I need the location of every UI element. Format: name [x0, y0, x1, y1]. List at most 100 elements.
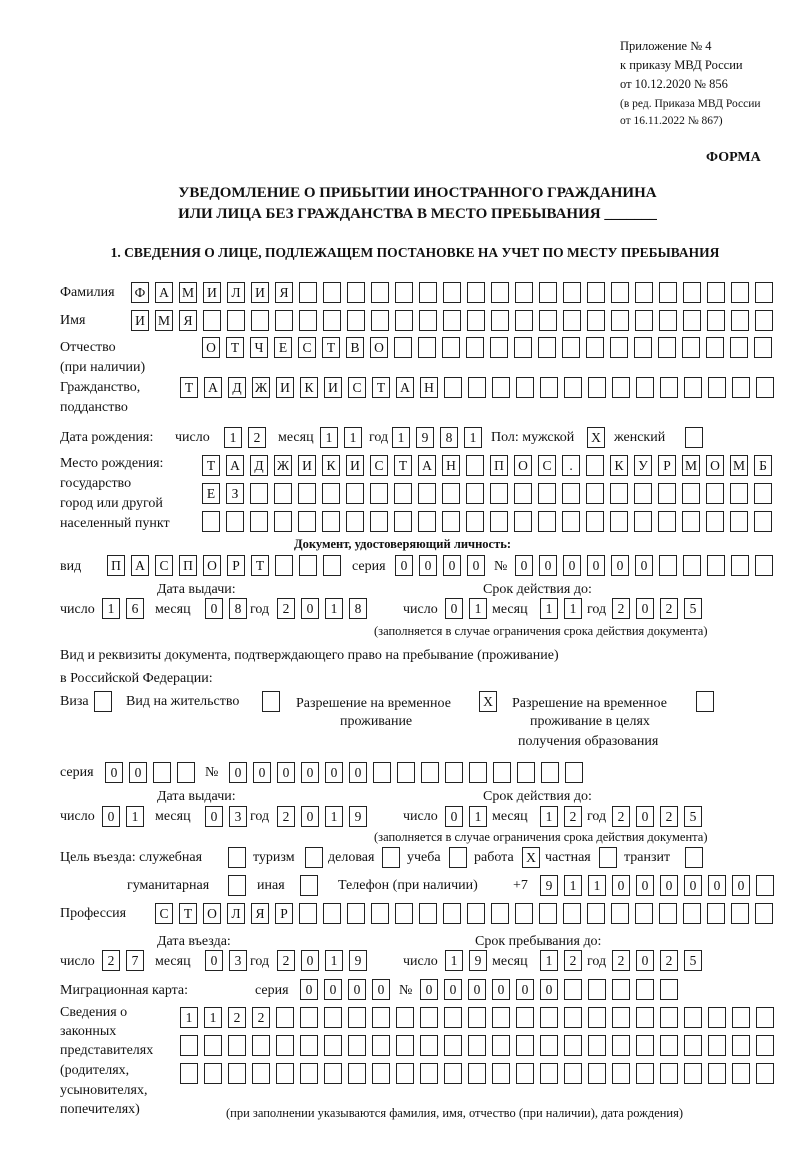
field-patronymic-cell[interactable]: О	[370, 337, 388, 358]
field-birth-place2-cell[interactable]: З	[226, 483, 244, 504]
field-birth-place3-cell[interactable]	[442, 511, 460, 532]
field-birth-day-cell[interactable]: 1	[224, 427, 242, 448]
field-birth-place3-cell[interactable]	[394, 511, 412, 532]
field-name-cell[interactable]	[323, 310, 341, 331]
field-reps3-cell[interactable]	[612, 1063, 630, 1084]
field-mc-number-cell[interactable]	[660, 979, 678, 1000]
field-doc-number-cell[interactable]: 0	[635, 555, 653, 576]
field-reps2-cell[interactable]	[396, 1035, 414, 1056]
field-patronymic-cell[interactable]	[394, 337, 412, 358]
field-surname-cell[interactable]: А	[155, 282, 173, 303]
field-birth-place3-cell[interactable]	[682, 511, 700, 532]
field-right-valid-month-cell[interactable]: 2	[564, 806, 582, 827]
field-citizenship-cell[interactable]: И	[276, 377, 294, 398]
field-patronymic-cell[interactable]: Ч	[250, 337, 268, 358]
field-reps1-cell[interactable]	[444, 1007, 462, 1028]
field-patronymic-cell[interactable]	[610, 337, 628, 358]
field-doc-series-cell[interactable]: 0	[467, 555, 485, 576]
field-birth-place1-cell[interactable]: С	[538, 455, 556, 476]
field-profession-cell[interactable]	[467, 903, 485, 924]
field-p-transit-cell[interactable]	[685, 847, 703, 868]
field-birth-place3-cell[interactable]	[250, 511, 268, 532]
field-citizenship-cell[interactable]	[612, 377, 630, 398]
field-surname-cell[interactable]	[395, 282, 413, 303]
field-citizenship-cell[interactable]: Т	[372, 377, 390, 398]
field-doc-issue-year-cell[interactable]: 8	[349, 598, 367, 619]
field-reps3-cell[interactable]	[540, 1063, 558, 1084]
field-profession-cell[interactable]	[635, 903, 653, 924]
field-p-tourism-cell[interactable]	[305, 847, 323, 868]
field-name-cell[interactable]	[731, 310, 749, 331]
field-reps2-cell[interactable]	[516, 1035, 534, 1056]
field-right-number-cell[interactable]	[517, 762, 535, 783]
field-reps2-cell[interactable]	[588, 1035, 606, 1056]
field-birth-place3-cell[interactable]	[226, 511, 244, 532]
field-surname-cell[interactable]: Ф	[131, 282, 149, 303]
field-reps3-cell[interactable]	[444, 1063, 462, 1084]
field-birth-place1-cell[interactable]: .	[562, 455, 580, 476]
field-reps2-cell[interactable]	[612, 1035, 630, 1056]
field-doc-valid-year-cell[interactable]: 2	[660, 598, 678, 619]
field-reps2-cell[interactable]	[708, 1035, 726, 1056]
field-patronymic-cell[interactable]	[442, 337, 460, 358]
field-mc-number-cell[interactable]: 0	[444, 979, 462, 1000]
field-citizenship-cell[interactable]: Н	[420, 377, 438, 398]
field-right-number-cell[interactable]	[421, 762, 439, 783]
field-birth-place1-cell[interactable]: К	[610, 455, 628, 476]
field-surname-cell[interactable]	[659, 282, 677, 303]
field-patronymic-cell[interactable]: О	[202, 337, 220, 358]
field-sex-female-cell[interactable]	[685, 427, 703, 448]
field-profession-cell[interactable]: Л	[227, 903, 245, 924]
field-right-valid-year-cell[interactable]: 2	[612, 806, 630, 827]
field-surname-cell[interactable]	[755, 282, 773, 303]
field-sex-male-cell[interactable]: X	[587, 427, 605, 448]
field-name-cell[interactable]	[443, 310, 461, 331]
field-birth-place1-cell[interactable]: О	[514, 455, 532, 476]
field-doc-number-cell[interactable]: 0	[563, 555, 581, 576]
field-name-cell[interactable]	[611, 310, 629, 331]
field-mc-number-cell[interactable]	[612, 979, 630, 1000]
field-surname-cell[interactable]	[587, 282, 605, 303]
field-birth-month-cell[interactable]: 1	[344, 427, 362, 448]
field-reps1-cell[interactable]	[372, 1007, 390, 1028]
field-patronymic-cell[interactable]	[466, 337, 484, 358]
field-patronymic-cell[interactable]	[418, 337, 436, 358]
field-profession-cell[interactable]: С	[155, 903, 173, 924]
field-right-valid-day-cell[interactable]: 1	[469, 806, 487, 827]
field-reps1-cell[interactable]	[276, 1007, 294, 1028]
field-phone-cell[interactable]: 1	[588, 875, 606, 896]
field-reps2-cell[interactable]	[348, 1035, 366, 1056]
field-reps2-cell[interactable]	[420, 1035, 438, 1056]
field-doc-issue-day-cell[interactable]: 6	[126, 598, 144, 619]
field-birth-place3-cell[interactable]	[754, 511, 772, 532]
field-citizenship-cell[interactable]	[636, 377, 654, 398]
field-p-humanitarian-cell[interactable]	[228, 875, 246, 896]
field-reps2-cell[interactable]	[468, 1035, 486, 1056]
field-entry-month-cell[interactable]: 3	[229, 950, 247, 971]
field-doc-kind-cell[interactable]	[323, 555, 341, 576]
field-mc-number-cell[interactable]: 0	[468, 979, 486, 1000]
field-surname-cell[interactable]: Л	[227, 282, 245, 303]
field-doc-kind-cell[interactable]: П	[179, 555, 197, 576]
field-patronymic-cell[interactable]	[490, 337, 508, 358]
field-mc-number-cell[interactable]: 0	[516, 979, 534, 1000]
field-birth-place3-cell[interactable]	[418, 511, 436, 532]
field-right-valid-year-cell[interactable]: 5	[684, 806, 702, 827]
field-name-cell[interactable]	[683, 310, 701, 331]
field-reps1-cell[interactable]	[588, 1007, 606, 1028]
field-visa-cell[interactable]	[94, 691, 112, 712]
field-mc-number-cell[interactable]	[564, 979, 582, 1000]
field-reps2-cell[interactable]	[228, 1035, 246, 1056]
field-stay-day-cell[interactable]: 1	[445, 950, 463, 971]
field-surname-cell[interactable]: И	[203, 282, 221, 303]
field-surname-cell[interactable]	[491, 282, 509, 303]
field-reps3-cell[interactable]	[324, 1063, 342, 1084]
field-birth-place1-cell[interactable]: И	[298, 455, 316, 476]
field-temp-res-cell[interactable]: X	[479, 691, 497, 712]
field-birth-place2-cell[interactable]	[706, 483, 724, 504]
field-reps3-cell[interactable]	[228, 1063, 246, 1084]
field-birth-place1-cell[interactable]: И	[346, 455, 364, 476]
field-surname-cell[interactable]	[371, 282, 389, 303]
field-reps1-cell[interactable]	[420, 1007, 438, 1028]
field-birth-place2-cell[interactable]	[658, 483, 676, 504]
